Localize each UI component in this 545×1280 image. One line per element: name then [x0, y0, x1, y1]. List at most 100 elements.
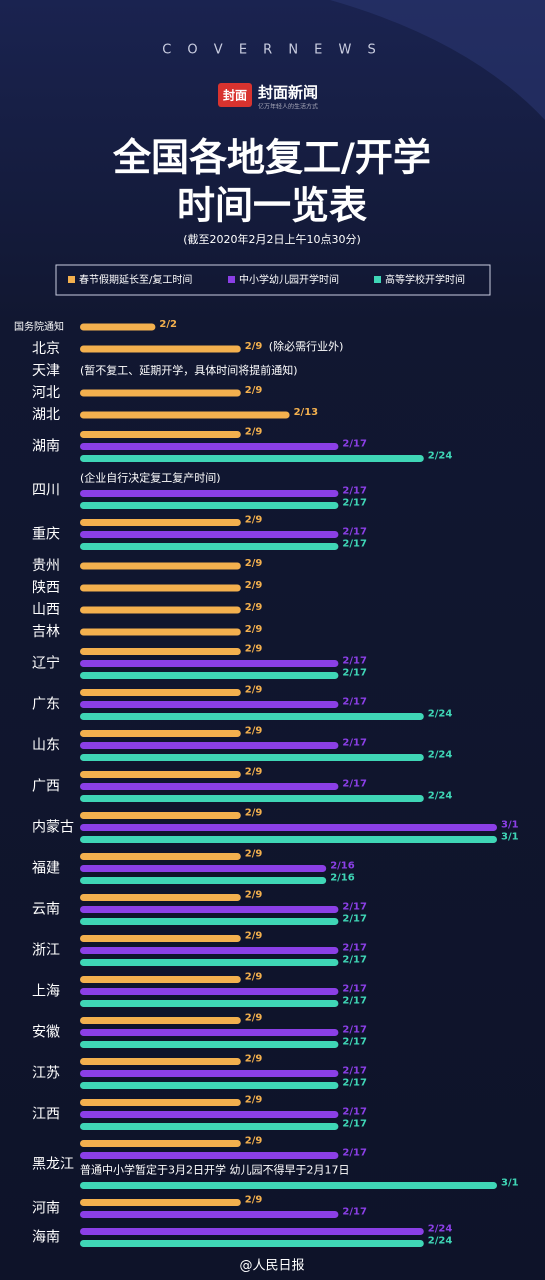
bar	[80, 754, 424, 761]
bar	[80, 648, 241, 655]
value-label: 2/17	[342, 697, 367, 708]
bar	[80, 906, 339, 913]
category-label: 河北	[32, 385, 60, 401]
category-label: 贵州	[32, 558, 60, 574]
bar	[80, 519, 241, 526]
value-label: 2/9	[245, 726, 263, 737]
bar	[80, 713, 424, 720]
value-label: 2/9	[245, 427, 263, 438]
decor	[330, 0, 545, 120]
bar	[80, 455, 424, 462]
bar	[80, 877, 327, 884]
value-label: 2/17	[342, 527, 367, 538]
category-label: 河南	[32, 1201, 60, 1217]
value-label: 2/17	[342, 1107, 367, 1118]
value-label: 2/13	[294, 407, 319, 418]
bar	[80, 628, 241, 636]
value-label: 2/24	[428, 451, 453, 462]
bar	[80, 795, 424, 802]
value-label: 2/16	[330, 873, 355, 884]
category-label: 浙江	[32, 943, 60, 959]
title: 时间一览表	[177, 184, 367, 228]
category-label: 山东	[32, 738, 60, 754]
value-label: 2/17	[342, 1066, 367, 1077]
bar	[80, 1070, 339, 1077]
value-label: 2/17	[342, 498, 367, 509]
value-label: 2/9	[245, 972, 263, 983]
value-label: 2/17	[342, 943, 367, 954]
value-label: 2/17	[342, 1078, 367, 1089]
value-label: 2/17	[342, 668, 367, 679]
value-label: 2/17	[342, 914, 367, 925]
bar	[80, 894, 241, 901]
value-label: 2/17	[342, 902, 367, 913]
bar	[80, 543, 339, 550]
category-label: 陕西	[32, 580, 60, 596]
value-label: 2/9	[245, 931, 263, 942]
bar	[80, 783, 339, 790]
brand: C O V E R N E W S	[162, 43, 382, 58]
value-label: 2/17	[342, 1148, 367, 1159]
category-label: 天津	[32, 363, 60, 379]
legend-swatch	[68, 276, 75, 283]
value-label: 2/9	[245, 644, 263, 655]
bar	[80, 1099, 241, 1106]
bar	[80, 959, 339, 966]
category-label: 北京	[32, 341, 60, 357]
category-label: 上海	[32, 984, 60, 1000]
bar	[80, 771, 241, 778]
bar	[80, 1123, 339, 1130]
bar	[80, 1182, 497, 1189]
value-label: 2/17	[342, 984, 367, 995]
value-label: 2/9	[245, 385, 263, 396]
value-label: 2/17	[342, 1119, 367, 1130]
value-label: 2/17	[342, 486, 367, 497]
category-label: 江苏	[32, 1066, 60, 1082]
logo-text: 封面新闻	[258, 84, 318, 102]
value-label: 3/1	[501, 832, 519, 843]
footer: @人民日报	[239, 1259, 304, 1274]
bar	[80, 431, 241, 438]
bar	[80, 1240, 424, 1247]
value-label: 2/9	[245, 624, 263, 635]
value-label: 2/17	[342, 779, 367, 790]
value-label: 2/17	[342, 738, 367, 749]
category-label: 内蒙古	[32, 820, 74, 836]
category-label: 吉林	[32, 624, 60, 640]
bar	[80, 1199, 241, 1206]
value-label: 2/17	[342, 1037, 367, 1048]
bar	[80, 1082, 339, 1089]
bar	[80, 502, 339, 509]
value-label: 2/17	[342, 539, 367, 550]
bar	[80, 988, 339, 995]
bar	[80, 1058, 241, 1065]
value-label: 2/9	[245, 1095, 263, 1106]
value-label: 2/17	[342, 439, 367, 450]
category-label: 云南	[32, 902, 60, 918]
bar	[80, 1017, 241, 1024]
bar	[80, 1111, 339, 1118]
bar	[80, 1041, 339, 1048]
value-label: 2/2	[159, 319, 177, 330]
legend-label: 春节假期延长至/复工时间	[79, 273, 192, 286]
value-label: 2/24	[428, 1224, 453, 1235]
value-label: 2/17	[342, 1025, 367, 1036]
value-label: 2/17	[342, 955, 367, 966]
category-label: 海南	[32, 1230, 60, 1246]
bar	[80, 345, 241, 353]
value-label: 2/9	[245, 890, 263, 901]
bar	[80, 389, 241, 397]
bar	[80, 853, 241, 860]
value-label: 2/9	[245, 808, 263, 819]
bar	[80, 1000, 339, 1007]
value-label: 2/9	[245, 515, 263, 526]
value-label: 3/1	[501, 1178, 519, 1189]
bar	[80, 490, 339, 497]
value-label: 2/17	[342, 656, 367, 667]
bar	[80, 824, 497, 831]
note: 普通中小学暂定于3月2日开学 幼儿园不得早于2月17日	[80, 1163, 350, 1177]
value-label: 2/9	[245, 849, 263, 860]
bar	[80, 935, 241, 942]
